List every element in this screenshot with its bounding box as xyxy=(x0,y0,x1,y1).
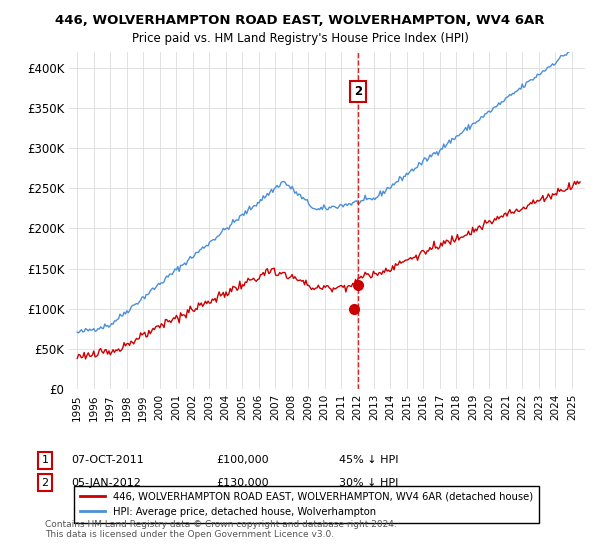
Text: 45% ↓ HPI: 45% ↓ HPI xyxy=(339,455,398,465)
Text: 05-JAN-2012: 05-JAN-2012 xyxy=(71,478,140,488)
Legend: 446, WOLVERHAMPTON ROAD EAST, WOLVERHAMPTON, WV4 6AR (detached house), HPI: Aver: 446, WOLVERHAMPTON ROAD EAST, WOLVERHAMP… xyxy=(74,486,539,522)
Text: 30% ↓ HPI: 30% ↓ HPI xyxy=(339,478,398,488)
Text: 2: 2 xyxy=(41,478,49,488)
Text: 446, WOLVERHAMPTON ROAD EAST, WOLVERHAMPTON, WV4 6AR: 446, WOLVERHAMPTON ROAD EAST, WOLVERHAMP… xyxy=(55,14,545,27)
Text: £100,000: £100,000 xyxy=(216,455,269,465)
Text: 1: 1 xyxy=(41,455,49,465)
Text: Price paid vs. HM Land Registry's House Price Index (HPI): Price paid vs. HM Land Registry's House … xyxy=(131,32,469,45)
Text: 07-OCT-2011: 07-OCT-2011 xyxy=(71,455,143,465)
Text: £130,000: £130,000 xyxy=(216,478,269,488)
Text: Contains HM Land Registry data © Crown copyright and database right 2024.
This d: Contains HM Land Registry data © Crown c… xyxy=(45,520,397,539)
Text: 2: 2 xyxy=(354,85,362,98)
